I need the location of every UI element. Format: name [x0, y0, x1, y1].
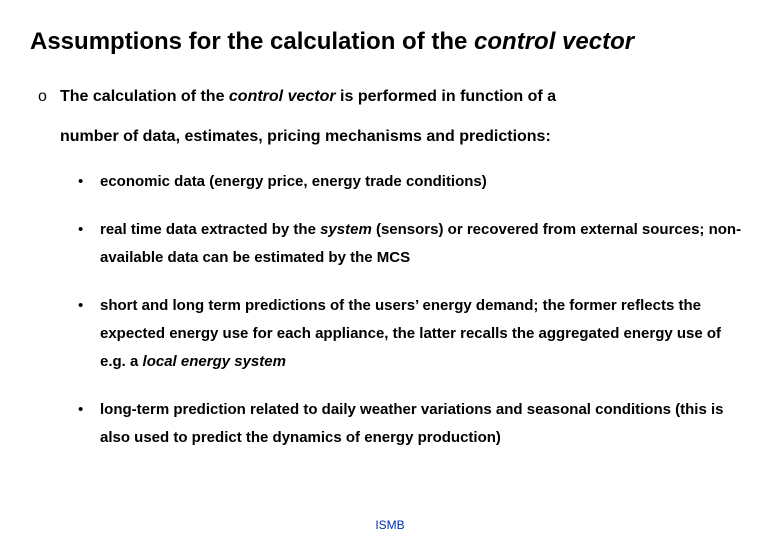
slide: Assumptions for the calculation of the c…: [0, 0, 780, 540]
footer-label: ISMB: [0, 518, 780, 532]
intro-text-italic: control vector: [229, 88, 336, 105]
list-item-text: long-term prediction related to daily we…: [100, 396, 750, 452]
list-item-text: economic data (energy price, energy trad…: [100, 168, 750, 196]
text-run: long-term prediction related to daily we…: [100, 401, 723, 446]
intro-block: o The calculation of the control vector …: [30, 86, 750, 148]
text-run-italic: local energy system: [143, 353, 286, 370]
list-item: • real time data extracted by the system …: [30, 216, 750, 272]
title-text-italic: control vector: [474, 28, 634, 55]
list-item-text: real time data extracted by the system (…: [100, 216, 750, 272]
bullet-list: • economic data (energy price, energy tra…: [30, 168, 750, 452]
list-item-text: short and long term predictions of the u…: [100, 292, 750, 376]
intro-line-2: number of data, estimates, pricing mecha…: [60, 126, 750, 148]
intro-text-a: The calculation of the: [60, 88, 229, 105]
text-run: economic data (energy price, energy trad…: [100, 173, 487, 190]
circle-bullet-icon: o: [38, 86, 47, 108]
list-item: • short and long term predictions of the …: [30, 292, 750, 376]
text-run-italic: system: [320, 221, 372, 238]
intro-text-c: is performed in function of a: [336, 88, 556, 105]
intro-line-1: The calculation of the control vector is…: [60, 86, 750, 108]
text-run: real time data extracted by the: [100, 221, 320, 238]
spacer: [60, 108, 750, 126]
dot-bullet-icon: •: [78, 168, 83, 196]
dot-bullet-icon: •: [78, 292, 83, 320]
dot-bullet-icon: •: [78, 216, 83, 244]
dot-bullet-icon: •: [78, 396, 83, 424]
list-item: • economic data (energy price, energy tra…: [30, 168, 750, 196]
list-item: • long-term prediction related to daily w…: [30, 396, 750, 452]
page-title: Assumptions for the calculation of the c…: [30, 28, 750, 56]
title-text-plain: Assumptions for the calculation of the: [30, 28, 474, 55]
